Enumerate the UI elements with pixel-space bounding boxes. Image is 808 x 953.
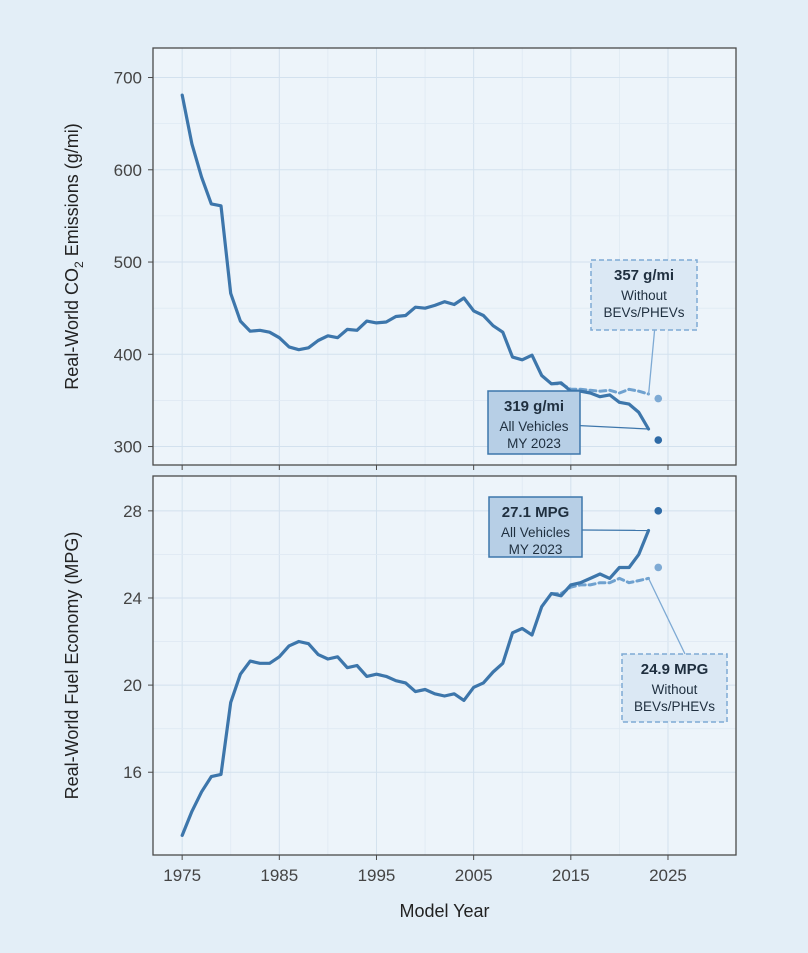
callout-value: 319 g/mi	[504, 398, 564, 415]
callout-value: 24.9 MPG	[641, 661, 709, 678]
y-tick-label: 400	[114, 345, 142, 364]
callout-text: BEVs/PHEVs	[634, 699, 715, 714]
x-tick-label: 2015	[552, 866, 590, 885]
y-tick-label: 700	[114, 69, 142, 88]
callout-text: All Vehicles	[499, 419, 568, 434]
x-tick-label: 1995	[358, 866, 396, 885]
y-tick-label: 500	[114, 253, 142, 272]
x-tick-label: 1985	[260, 866, 298, 885]
data-point	[654, 507, 662, 515]
callout-value: 357 g/mi	[614, 267, 674, 284]
y-tick-label: 24	[123, 589, 142, 608]
callout-text: BEVs/PHEVs	[603, 305, 684, 320]
callout-text: Without	[621, 288, 667, 303]
x-axis-label: Model Year	[399, 901, 489, 921]
y-tick-label: 20	[123, 676, 142, 695]
y-tick-label: 16	[123, 763, 142, 782]
y-axis-label-part: Real-World CO	[62, 268, 82, 390]
y-axis-label: Real-World Fuel Economy (MPG)	[62, 532, 82, 800]
y-tick-label: 28	[123, 502, 142, 521]
data-point	[654, 564, 662, 572]
y-tick-label: 600	[114, 161, 142, 180]
data-point	[654, 395, 662, 403]
callout-text: MY 2023	[509, 542, 563, 557]
callout-text: All Vehicles	[501, 525, 570, 540]
y-tick-label: 300	[114, 438, 142, 457]
callout-value: 27.1 MPG	[502, 504, 570, 521]
y-axis-label-part: Emissions (g/mi)	[62, 123, 82, 261]
chart-panel-2: 16 20 24 28 1975 1985 1995 2005 2015 2025 Real-Wor…	[62, 476, 736, 921]
callout-text: Without	[652, 682, 698, 697]
x-tick-label: 2005	[455, 866, 493, 885]
plot-area	[153, 48, 736, 465]
x-tick-label: 1975	[163, 866, 201, 885]
callout-text: MY 2023	[507, 436, 561, 451]
data-point	[654, 436, 662, 444]
x-tick-label: 2025	[649, 866, 687, 885]
